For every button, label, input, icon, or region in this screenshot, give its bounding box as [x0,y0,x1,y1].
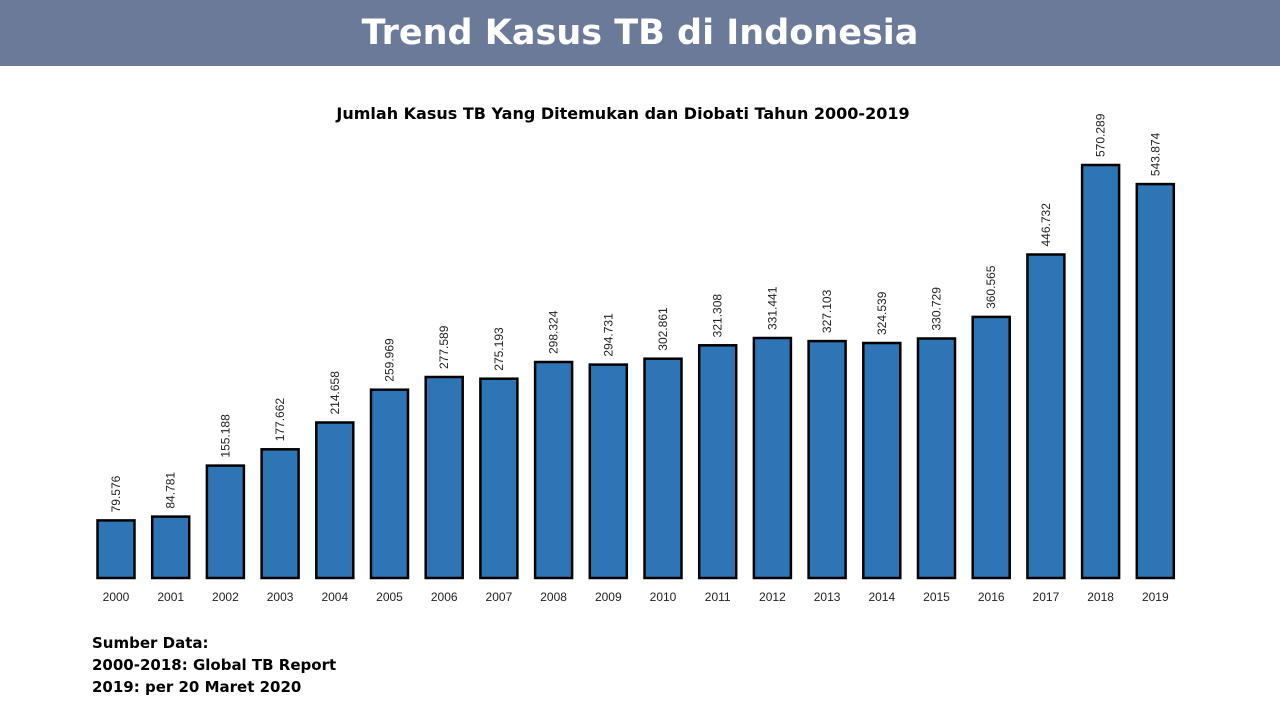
tick-label-2017: 2017 [1033,590,1060,604]
tick-label-2000: 2000 [103,590,130,604]
bar-2002 [205,464,246,580]
bar-2000 [96,519,136,580]
source-line-2: 2019: per 20 Maret 2020 [92,678,302,696]
tick-label-2012: 2012 [759,590,786,604]
bar-2011 [697,344,738,580]
bar-2015 [916,337,957,580]
value-label-2019: 543.874 [1148,132,1162,176]
value-label-2003: 177.662 [273,398,287,442]
chart-title: Jumlah Kasus TB Yang Ditemukan dan Dioba… [335,104,909,123]
value-label-2016: 360.565 [984,265,998,309]
value-label-2011: 321.308 [711,294,725,338]
tick-label-2015: 2015 [923,590,950,604]
tick-label-2010: 2010 [650,590,677,604]
bar-2013 [807,339,847,580]
tick-label-2003: 2003 [267,590,294,604]
value-label-2013: 327.103 [820,289,834,333]
tick-label-2009: 2009 [595,590,622,604]
bar-2010 [643,357,683,580]
tick-label-2018: 2018 [1087,590,1114,604]
tick-label-2014: 2014 [868,590,895,604]
bar-2001 [150,515,191,580]
value-label-2017: 446.732 [1039,203,1053,247]
source-note: Sumber Data: 2000-2018: Global TB Report… [92,632,336,698]
bar-2017 [1026,253,1066,580]
value-label-2018: 570.289 [1094,113,1108,157]
source-heading: Sumber Data: [92,634,209,652]
tick-label-2007: 2007 [486,590,513,604]
tick-label-2013: 2013 [814,590,841,604]
value-label-2009: 294.731 [601,313,615,357]
tick-label-2011: 2011 [705,590,731,604]
bar-2019 [1135,182,1176,580]
header-band [0,0,1280,66]
tick-label-2019: 2019 [1142,590,1169,604]
bar-2012 [752,336,793,580]
value-labels-group: 79.576 84.781 155.188 177.662 214.658 259.969… [109,113,1162,512]
bar-2006 [424,375,464,580]
value-label-2000: 79.576 [109,475,123,512]
tick-label-2002: 2002 [212,590,239,604]
bar-2018 [1080,163,1121,580]
value-label-2008: 298.324 [547,310,561,354]
slide-title: Trend Kasus TB di Indonesia [361,13,919,53]
tick-label-2016: 2016 [978,590,1005,604]
value-label-2001: 84.781 [164,472,178,509]
tick-label-2008: 2008 [540,590,567,604]
tick-label-2001: 2001 [157,590,184,604]
bar-2005 [369,388,410,580]
bar-2007 [479,377,519,580]
bar-2004 [315,421,355,580]
value-label-2007: 275.193 [492,327,506,371]
bar-2008 [533,360,574,580]
source-line-1: 2000-2018: Global TB Report [92,656,337,674]
bar-2009 [588,363,629,580]
value-label-2004: 214.658 [328,371,342,415]
value-label-2012: 331.441 [765,286,779,330]
value-label-2006: 277.589 [437,325,451,369]
value-label-2010: 302.861 [656,307,670,351]
bars-group [96,163,1176,580]
tick-label-2006: 2006 [431,590,458,604]
value-label-2015: 330.729 [930,287,944,331]
bar-2003 [260,448,300,580]
value-label-2002: 155.188 [218,414,232,458]
value-label-2014: 324.539 [875,291,889,335]
bar-2016 [971,315,1011,580]
bar-2014 [862,341,902,580]
tick-labels-group: 2000 2001 2002 2003 2004 2005 2006 2007 2008 2009… [103,590,1169,604]
tick-label-2005: 2005 [376,590,403,604]
value-label-2005: 259.969 [383,338,397,382]
bar-chart: Jumlah Kasus TB Yang Ditemukan dan Dioba… [96,104,1176,604]
tick-label-2004: 2004 [321,590,348,604]
